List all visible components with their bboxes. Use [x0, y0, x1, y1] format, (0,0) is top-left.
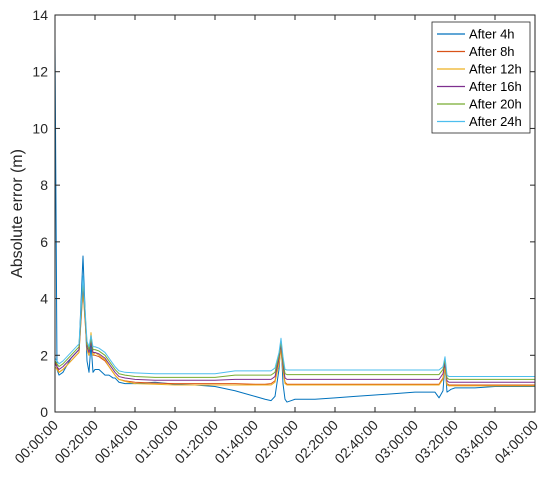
y-axis: 0 2 4 6 8 10 12 14: [32, 7, 535, 420]
y-tick-label: 6: [40, 234, 48, 250]
y-tick-label: 0: [40, 404, 48, 420]
y-tick-label: 14: [32, 7, 48, 23]
legend-label: After 4h: [469, 27, 515, 42]
y-tick-label: 4: [40, 291, 48, 307]
y-tick-label: 12: [32, 64, 48, 80]
y-tick-label: 2: [40, 347, 48, 363]
legend-box: [431, 21, 531, 134]
series-line-6: [54, 275, 535, 378]
y-tick-label: 10: [32, 120, 48, 136]
y-tick-label: 8: [40, 177, 48, 193]
x-tick-label: 04:00:00: [491, 417, 541, 467]
series-lines: [54, 43, 535, 403]
legend-label: After 24h: [469, 114, 522, 129]
legend-label: After 12h: [469, 62, 522, 77]
legend-label: After 8h: [469, 44, 515, 59]
legend-label: After 20h: [469, 97, 522, 112]
legend-label: After 16h: [469, 79, 522, 94]
y-axis-label: Absolute error (m): [9, 149, 26, 278]
legend: After 4h After 8h After 12h After 16h After …: [431, 21, 531, 134]
